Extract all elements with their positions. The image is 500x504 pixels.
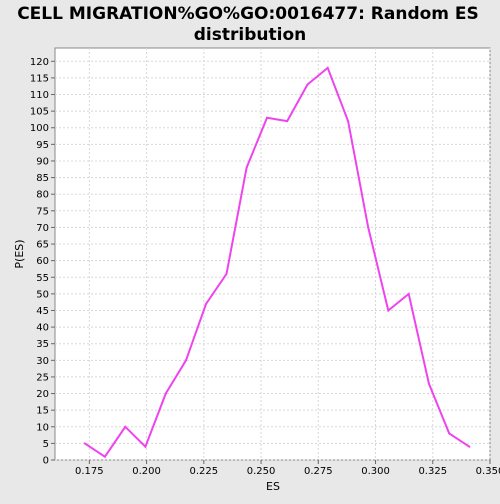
- y-tick-label: 0: [43, 456, 49, 467]
- x-tick-label: 0.200: [132, 466, 161, 477]
- y-tick-label: 80: [36, 190, 49, 201]
- data-point: [347, 120, 350, 123]
- data-point: [184, 359, 187, 362]
- y-tick-label: 115: [30, 73, 49, 84]
- x-tick-label: 0.225: [189, 466, 218, 477]
- data-point: [164, 392, 167, 395]
- y-tick-label: 90: [36, 156, 49, 167]
- series-layer: [83, 66, 471, 459]
- data-point: [326, 66, 329, 69]
- chart-title: CELL MIGRATION%GO%GO:0016477: Random ES …: [17, 4, 479, 45]
- series-line: [84, 66, 470, 459]
- data-point: [205, 302, 208, 305]
- y-tick-label: 120: [30, 57, 49, 68]
- y-tick-label: 60: [36, 256, 49, 267]
- y-tick-label: 15: [36, 406, 49, 417]
- y-tick-label: 105: [30, 107, 49, 118]
- y-tick-label: 75: [36, 206, 49, 217]
- data-point: [245, 166, 248, 169]
- y-tick-label: 35: [36, 339, 49, 350]
- x-tick-label: 0.175: [75, 466, 104, 477]
- data-point: [83, 442, 86, 445]
- y-tick-label: 55: [36, 273, 49, 284]
- data-point: [367, 226, 370, 229]
- x-tick-label: 0.300: [361, 466, 390, 477]
- data-point: [286, 120, 289, 123]
- y-tick-label: 95: [36, 140, 49, 151]
- grid: [55, 48, 491, 461]
- y-tick-label: 50: [36, 289, 49, 300]
- chart-title-line-1: CELL MIGRATION%GO%GO:0016477: Random ES: [17, 4, 479, 24]
- data-point: [468, 445, 471, 448]
- y-tick-label: 30: [36, 356, 49, 367]
- y-tick-label: 25: [36, 372, 49, 383]
- y-tick-label: 40: [36, 323, 49, 334]
- data-point: [144, 445, 147, 448]
- data-point: [103, 455, 106, 458]
- y-tick-label: 10: [36, 422, 49, 433]
- plot-area: [54, 47, 491, 461]
- data-point: [306, 83, 309, 86]
- data-point: [225, 272, 228, 275]
- y-axis-label: P(ES): [13, 239, 26, 268]
- y-tick-label: 65: [36, 240, 49, 251]
- x-tick-label: 0.275: [304, 466, 333, 477]
- data-point: [266, 116, 269, 119]
- data-point: [387, 309, 390, 312]
- data-point: [124, 425, 127, 428]
- y-tick-label: 70: [36, 223, 49, 234]
- data-point: [448, 432, 451, 435]
- data-point: [407, 292, 410, 295]
- y-tick-label: 100: [30, 123, 49, 134]
- x-tick-label: 0.250: [247, 466, 276, 477]
- axes: 0 5 10 15 20 25 30 35 40 45 50 55 60 65 70 75 80 85 90 95 10…: [30, 57, 500, 477]
- x-axis-label: ES: [266, 480, 280, 493]
- x-tick-label: 0.350: [476, 466, 500, 477]
- y-tick-label: 20: [36, 389, 49, 400]
- y-tick-label: 85: [36, 173, 49, 184]
- data-point: [427, 382, 430, 385]
- chart-title-line-2: distribution: [194, 25, 306, 45]
- x-tick-label: 0.325: [418, 466, 447, 477]
- y-tick-label: 45: [36, 306, 49, 317]
- y-tick-label: 5: [43, 439, 49, 450]
- y-tick-label: 110: [30, 90, 49, 101]
